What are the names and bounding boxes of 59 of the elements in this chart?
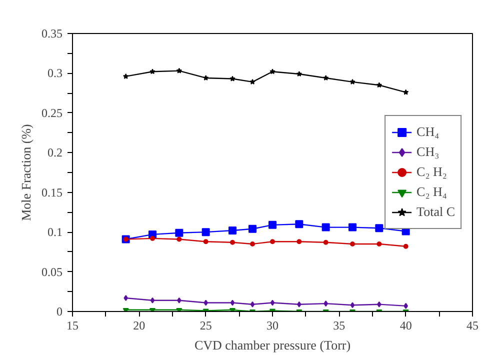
x-tick-label: 40: [400, 318, 412, 332]
x-tick-label: 15: [66, 318, 78, 332]
y-tick-label: 0.35: [42, 26, 62, 40]
point: [403, 244, 408, 249]
y-tick-label: 0.25: [42, 106, 62, 120]
point: [150, 236, 155, 241]
point: [376, 82, 382, 88]
point: [150, 68, 156, 74]
point: [322, 223, 330, 232]
point: [230, 76, 236, 82]
y-tick-label: 0: [56, 304, 62, 318]
point: [270, 300, 275, 306]
point: [402, 89, 409, 95]
point: [202, 228, 210, 236]
y-axis-title: Mole Fraction (%): [18, 124, 34, 221]
point: [296, 239, 302, 244]
x-axis-title: CVD chamber pressure (Torr): [194, 338, 351, 352]
x-tick-label: 30: [266, 318, 278, 332]
y-tick-label: 0.3: [48, 66, 62, 80]
point: [250, 78, 256, 84]
point: [122, 73, 129, 79]
point: [350, 302, 355, 308]
point: [248, 224, 256, 233]
point: [250, 241, 255, 246]
point: [375, 224, 384, 232]
point: [203, 239, 208, 244]
point: [270, 68, 276, 74]
point: [228, 226, 236, 234]
point: [202, 74, 209, 81]
point: [322, 74, 329, 81]
y-tick-label: 0.15: [42, 185, 62, 200]
legend-label: CH₃: [416, 143, 440, 161]
point: [323, 240, 328, 245]
x-tick-label: 20: [133, 318, 146, 332]
point: [150, 297, 155, 304]
point: [175, 228, 184, 237]
point: [268, 220, 276, 229]
legend-label: C₂ H₂: [416, 163, 447, 181]
point: [270, 239, 275, 244]
point: [376, 241, 382, 246]
point: [250, 301, 255, 308]
legend-label: CH₄: [416, 123, 440, 141]
point: [230, 300, 235, 306]
y-tick-label: 0.2: [48, 146, 62, 160]
point: [295, 220, 304, 228]
point: [348, 223, 356, 232]
x-tick-label: 45: [466, 318, 478, 332]
x-tick-label: 25: [200, 318, 212, 332]
point: [230, 240, 235, 245]
legend-label: Total C: [416, 203, 455, 221]
point: [176, 236, 182, 242]
legend-label: C₂ H₄: [416, 183, 447, 201]
y-tick-label: 0.05: [42, 264, 62, 279]
point: [296, 71, 302, 77]
point: [350, 241, 355, 246]
x-tick-label: 35: [333, 318, 346, 332]
point: [350, 78, 356, 84]
y-tick-label: 0.1: [48, 225, 62, 240]
point: [176, 68, 182, 74]
